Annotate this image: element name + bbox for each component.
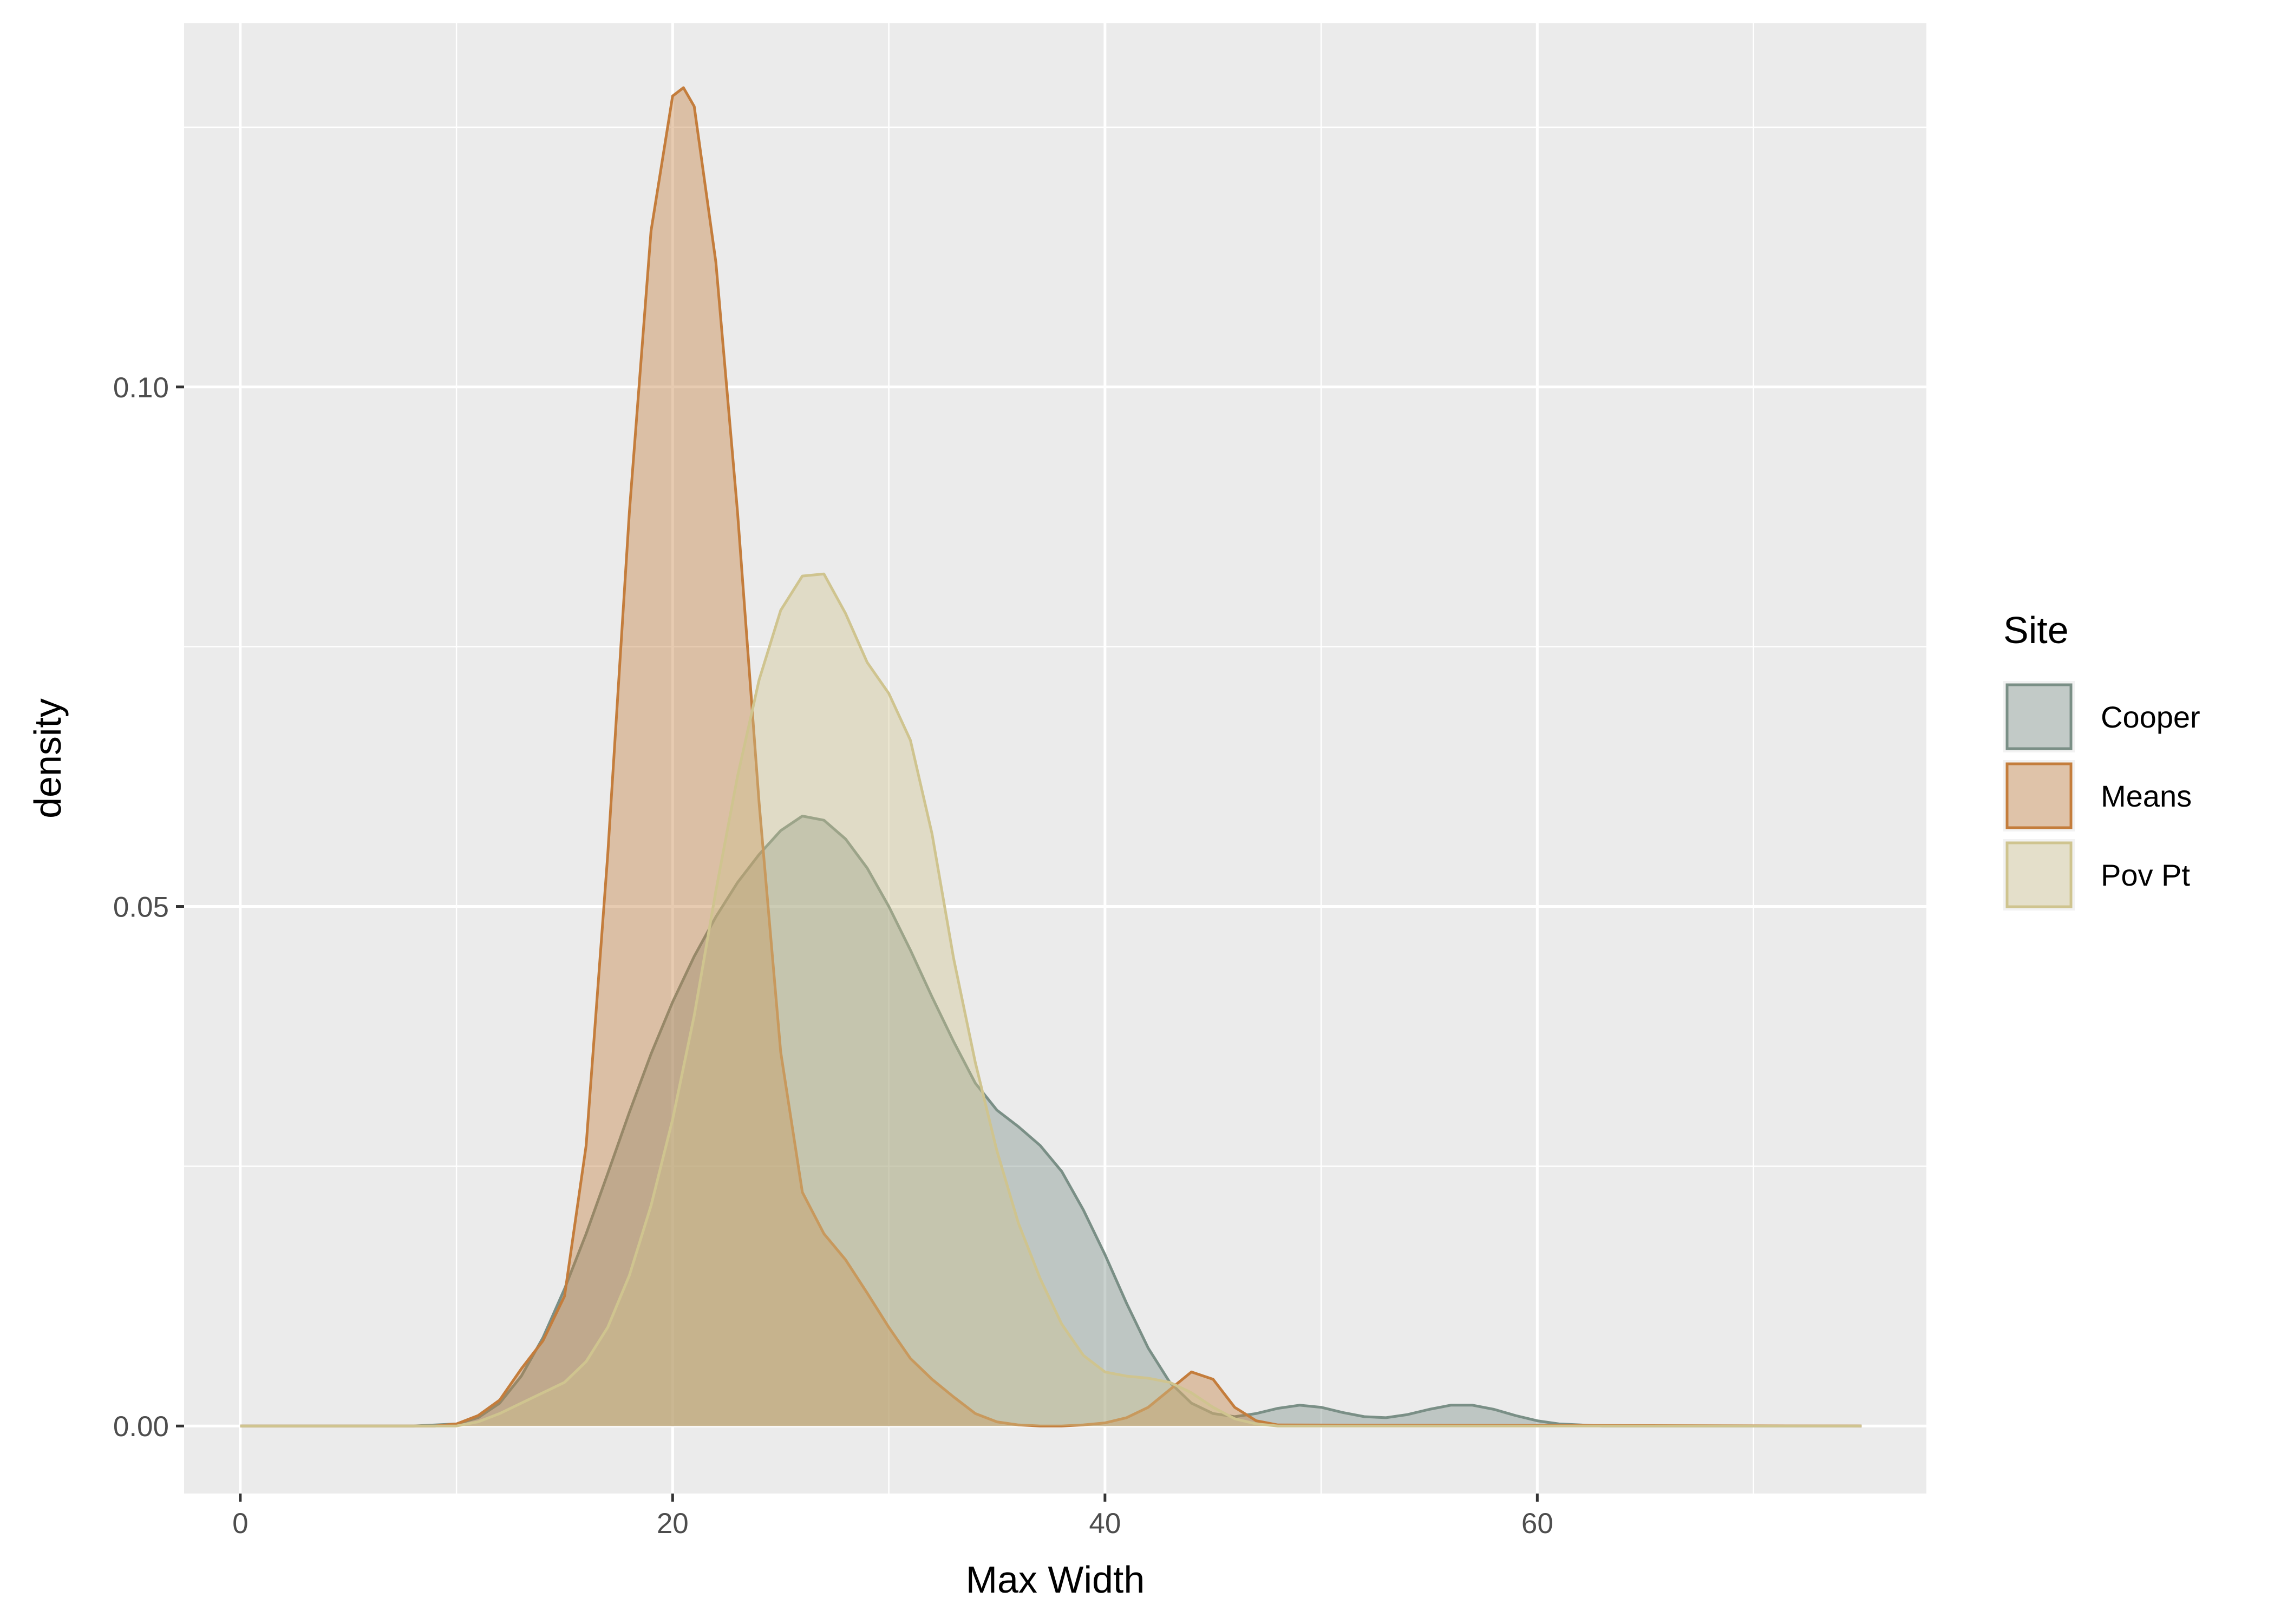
density-line-means [240,86,1862,1427]
density-line-pov-pt [240,572,1862,1427]
x-tick-label: 20 [657,1508,689,1540]
y-axis: 0.00 0.05 0.10 [113,372,184,1443]
legend-key-means [2005,762,2073,829]
density-areas [240,86,1862,1427]
legend-key-bg-pov-pt [2003,839,2075,911]
y-tick-label: 0.10 [113,372,169,404]
x-tick-label: 0 [232,1508,248,1540]
legend-key-cooper [2005,683,2073,750]
x-tick-label: 60 [1521,1508,1553,1540]
minor-gridlines [184,23,1926,1494]
x-tick-label: 40 [1089,1508,1121,1540]
legend-label-pov-pt: Pov Pt [2101,858,2190,892]
legend-title: Site [2003,609,2069,651]
density-area-cooper [240,816,1862,1426]
legend-label-cooper: Cooper [2101,700,2200,734]
density-line-cooper [240,815,1862,1427]
legend-key-bg-means [2003,760,2075,831]
y-tick-label: 0.00 [113,1411,169,1443]
x-axis-title: Max Width [966,1558,1145,1601]
legend: Site Cooper Means Pov Pt [2003,609,2200,911]
y-tick-label: 0.05 [113,892,169,924]
y-axis-title: density [27,698,69,818]
x-axis: 0 20 40 60 [232,1494,1553,1540]
density-area-means [240,88,1862,1426]
legend-label-means: Means [2101,779,2192,813]
plot-panel [184,23,1926,1494]
legend-key-bg-cooper [2003,681,2075,752]
legend-key-pov-pt [2005,841,2073,908]
